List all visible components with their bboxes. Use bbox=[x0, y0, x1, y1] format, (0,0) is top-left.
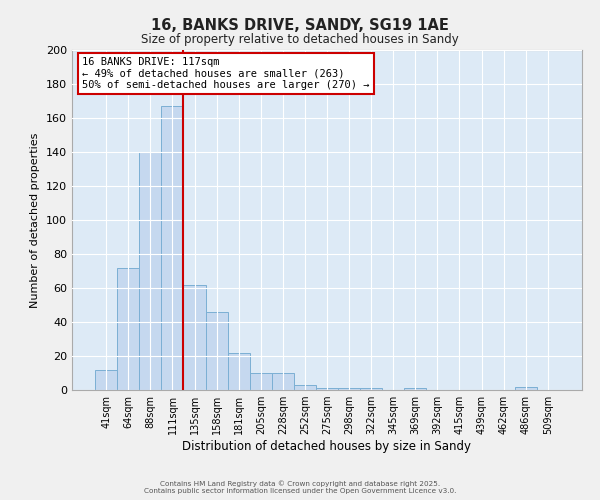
Bar bbox=[515, 386, 537, 390]
Bar bbox=[316, 388, 338, 390]
Y-axis label: Number of detached properties: Number of detached properties bbox=[31, 132, 40, 308]
Text: Contains HM Land Registry data © Crown copyright and database right 2025.
Contai: Contains HM Land Registry data © Crown c… bbox=[144, 480, 456, 494]
Bar bbox=[250, 373, 272, 390]
Bar bbox=[95, 370, 117, 390]
Bar bbox=[404, 388, 427, 390]
Bar bbox=[272, 373, 294, 390]
Bar bbox=[139, 152, 161, 390]
X-axis label: Distribution of detached houses by size in Sandy: Distribution of detached houses by size … bbox=[182, 440, 472, 453]
Text: Size of property relative to detached houses in Sandy: Size of property relative to detached ho… bbox=[141, 32, 459, 46]
Bar bbox=[117, 268, 139, 390]
Text: 16, BANKS DRIVE, SANDY, SG19 1AE: 16, BANKS DRIVE, SANDY, SG19 1AE bbox=[151, 18, 449, 32]
Bar bbox=[227, 352, 250, 390]
Bar bbox=[338, 388, 360, 390]
Bar bbox=[184, 284, 206, 390]
Text: 16 BANKS DRIVE: 117sqm
← 49% of detached houses are smaller (263)
50% of semi-de: 16 BANKS DRIVE: 117sqm ← 49% of detached… bbox=[82, 57, 370, 90]
Bar bbox=[206, 312, 227, 390]
Bar bbox=[294, 385, 316, 390]
Bar bbox=[161, 106, 184, 390]
Bar bbox=[360, 388, 382, 390]
